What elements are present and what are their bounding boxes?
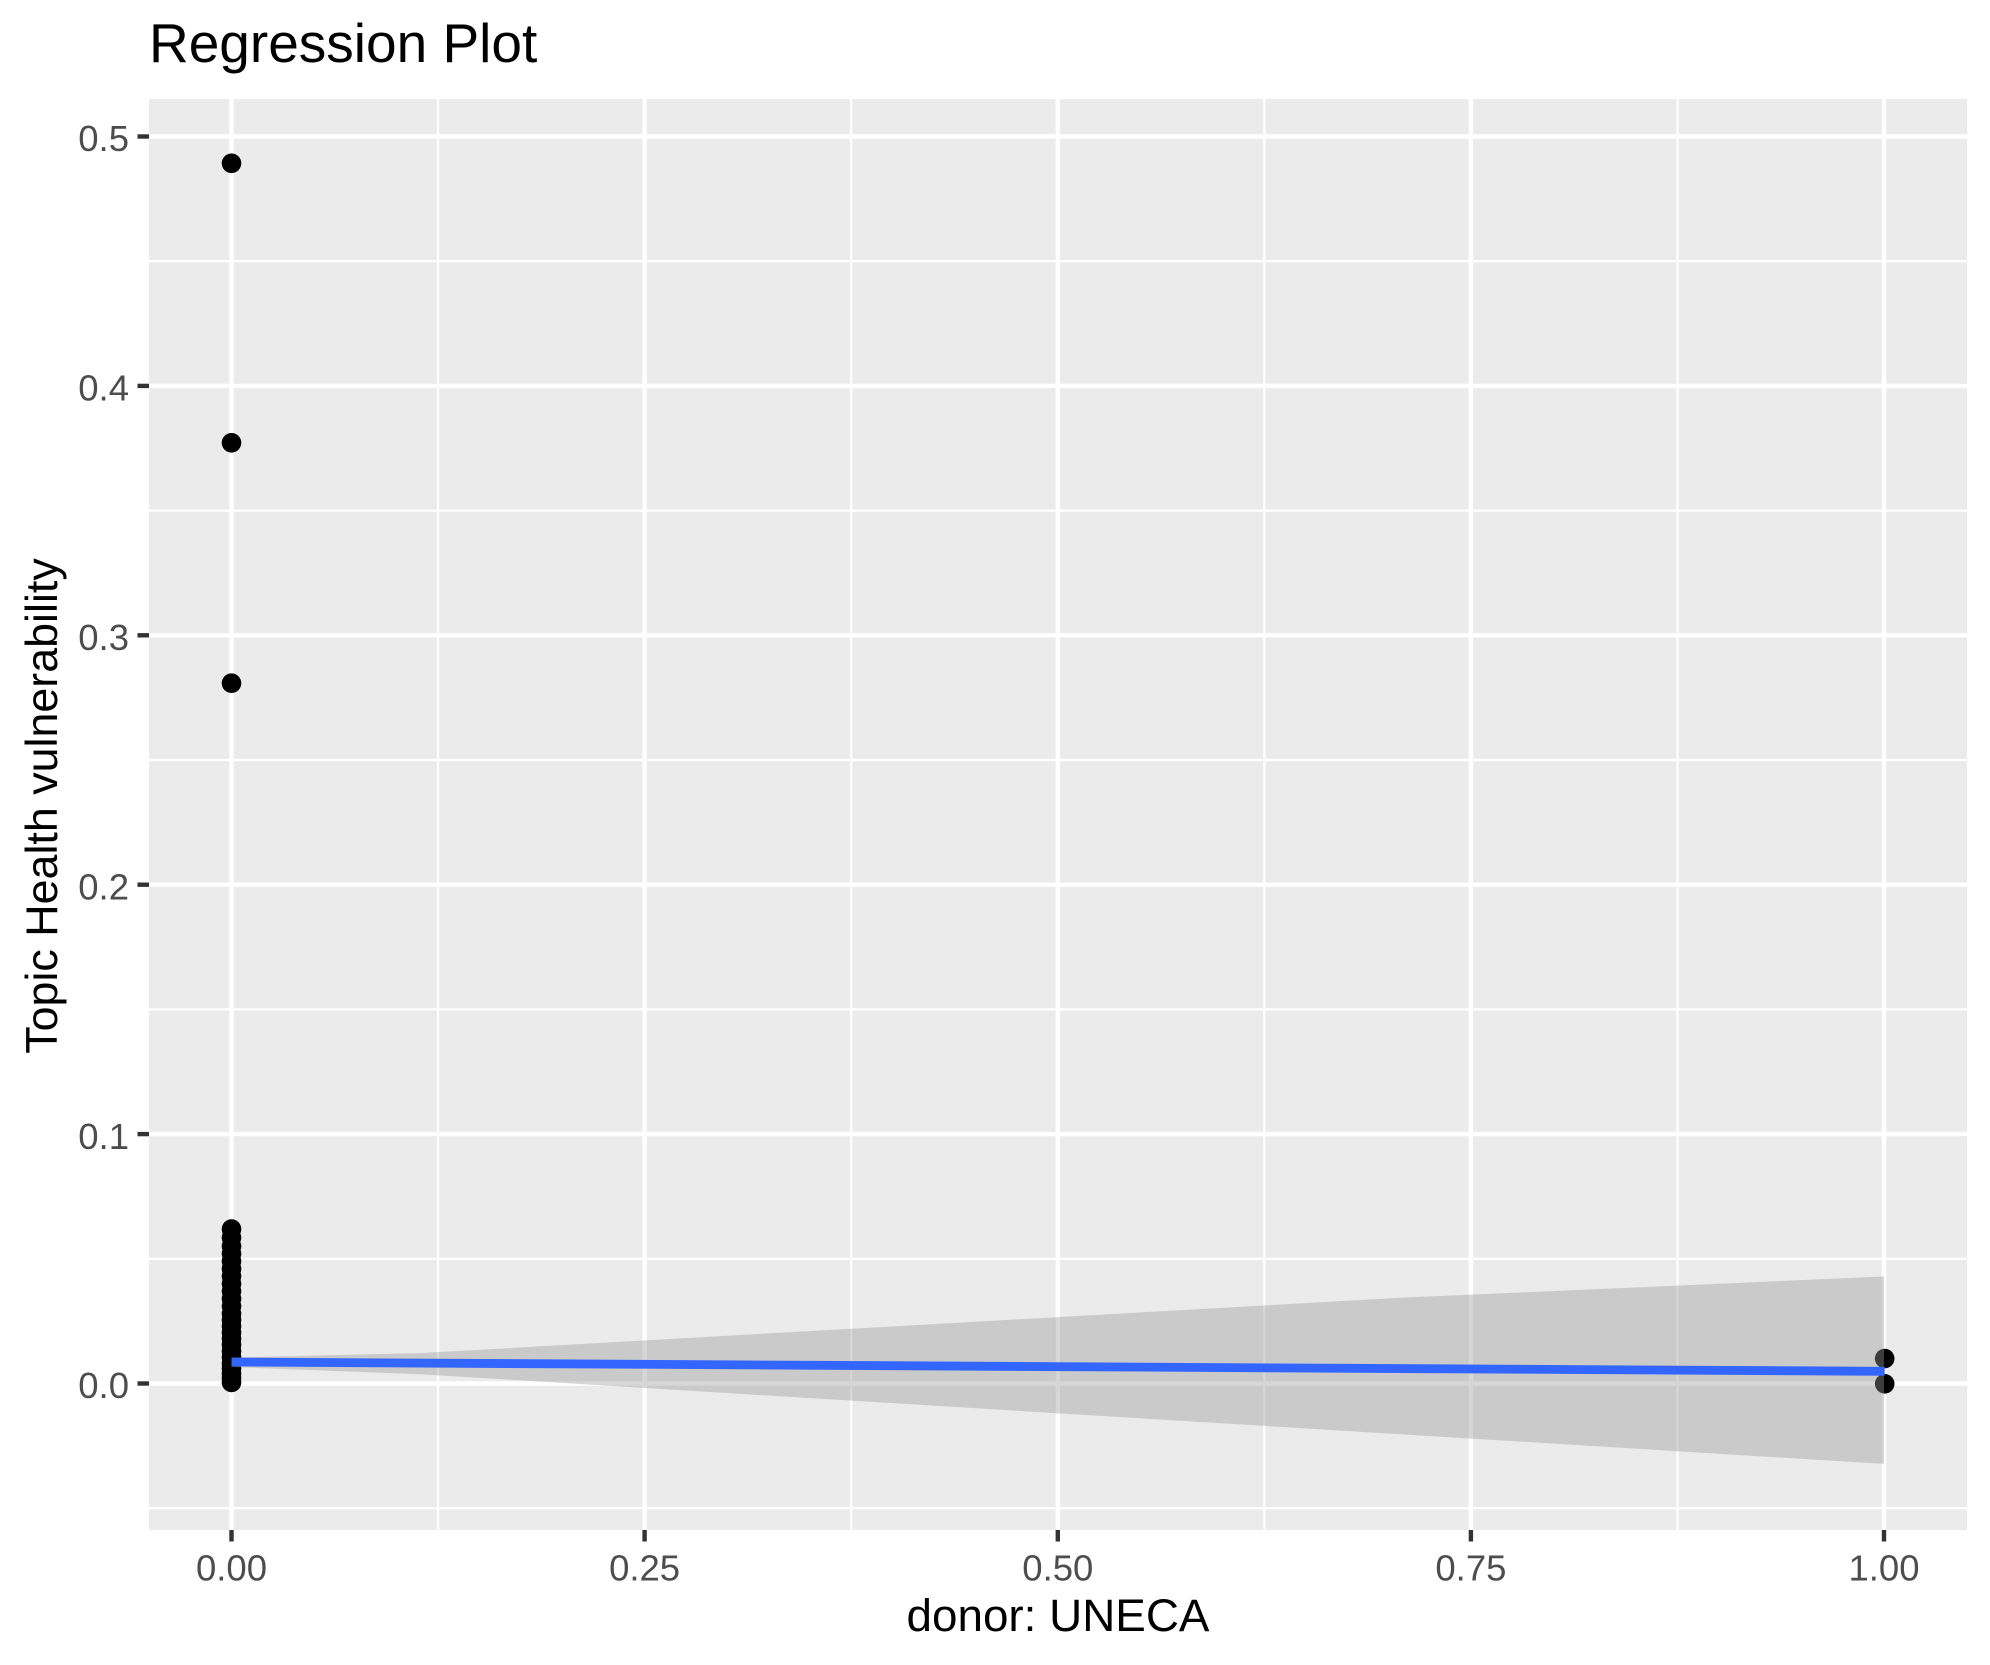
svg-text:Regression Plot: Regression Plot (149, 12, 537, 74)
svg-text:0.1: 0.1 (78, 1116, 129, 1157)
svg-text:1.00: 1.00 (1848, 1548, 1919, 1589)
svg-text:0.25: 0.25 (609, 1548, 680, 1589)
svg-text:0.50: 0.50 (1022, 1548, 1093, 1589)
svg-text:donor: UNECA: donor: UNECA (907, 1590, 1210, 1641)
svg-text:0.2: 0.2 (78, 866, 129, 907)
svg-text:0.00: 0.00 (196, 1548, 267, 1589)
svg-text:0.3: 0.3 (78, 617, 129, 658)
svg-text:0.0: 0.0 (78, 1365, 129, 1406)
svg-text:0.5: 0.5 (78, 118, 129, 159)
svg-text:Topic Health vulnerability: Topic Health vulnerability (17, 558, 67, 1054)
svg-text:0.4: 0.4 (78, 368, 129, 409)
svg-text:0.75: 0.75 (1435, 1548, 1506, 1589)
